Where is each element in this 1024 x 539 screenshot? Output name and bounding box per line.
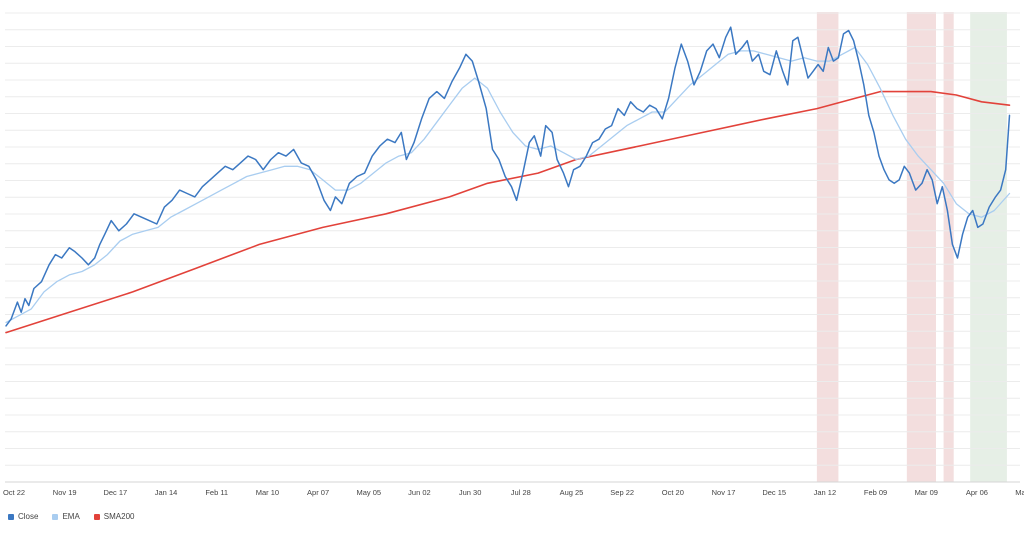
legend-label-ema: EMA bbox=[62, 512, 80, 521]
legend-item-sma200[interactable]: SMA200 bbox=[93, 512, 135, 521]
chart-gridlines bbox=[5, 12, 1020, 483]
x-tick-label: May 05 bbox=[356, 488, 381, 497]
x-axis-ticks: Oct 22 Nov 19 Dec 17 Jan 14 Feb 11 Mar 10 Apr … bbox=[3, 488, 1024, 497]
x-tick-label: Jul 28 bbox=[511, 488, 531, 497]
legend-swatch-sma200 bbox=[93, 513, 100, 520]
sma200-line bbox=[5, 90, 1011, 334]
x-tick-label: Apr 06 bbox=[966, 488, 988, 497]
legend-item-close[interactable]: Close bbox=[8, 512, 38, 521]
x-tick-label: Jan 12 bbox=[814, 488, 837, 497]
x-tick-label: Jan 14 bbox=[155, 488, 178, 497]
x-tick-label: Nov 19 bbox=[53, 488, 77, 497]
x-tick-label: Jun 02 bbox=[408, 488, 431, 497]
x-tick-label: Oct 20 bbox=[662, 488, 684, 497]
close-line bbox=[5, 26, 1011, 327]
x-tick-label: Apr 07 bbox=[307, 488, 329, 497]
legend-swatch-close bbox=[8, 513, 14, 520]
x-tick-label: Mar 10 bbox=[256, 488, 279, 497]
legend-label-close: Close bbox=[18, 512, 39, 521]
legend-item-ema[interactable]: EMA bbox=[52, 512, 80, 521]
x-tick-label: Dec 17 bbox=[103, 488, 127, 497]
chart-legend: Close EMA SMA200 bbox=[8, 512, 134, 521]
legend-swatch-ema bbox=[52, 513, 59, 520]
x-tick-label: Sep 22 bbox=[610, 488, 634, 497]
x-tick-label: Aug 25 bbox=[560, 488, 584, 497]
x-tick-label: Feb 09 bbox=[864, 488, 887, 497]
ema-line bbox=[5, 46, 1011, 324]
x-tick-label: Oct 22 bbox=[3, 488, 25, 497]
x-tick-label: May 04 bbox=[1015, 488, 1024, 497]
legend-label-sma200: SMA200 bbox=[103, 512, 135, 521]
x-tick-label: Jun 30 bbox=[459, 488, 482, 497]
chart-series bbox=[5, 26, 1011, 334]
x-tick-label: Feb 11 bbox=[205, 488, 228, 497]
x-tick-label: Mar 09 bbox=[915, 488, 938, 497]
x-tick-label: Dec 15 bbox=[762, 488, 786, 497]
x-tick-label: Nov 17 bbox=[712, 488, 736, 497]
